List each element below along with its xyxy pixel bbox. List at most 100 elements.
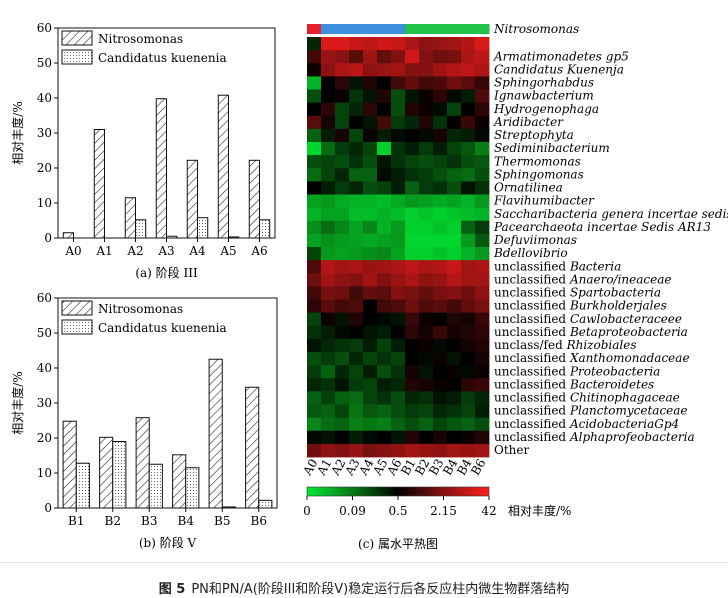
- heatmap-cell: [391, 76, 406, 90]
- heatmap-cell: [307, 404, 322, 419]
- heatmap-cell: [405, 352, 420, 366]
- heatmap-cell: [447, 312, 462, 327]
- row-label: unclassified Proteobacteria: [494, 364, 660, 378]
- heatmap-cell: [461, 220, 476, 235]
- heatmap-cell: [377, 378, 392, 392]
- heatmap-cell: [433, 207, 448, 222]
- heatmap-cell: [377, 168, 392, 182]
- heatmap-cell: [363, 325, 378, 340]
- color-scale-tick-label: 0.09: [339, 504, 366, 518]
- heatmap-cell: [335, 273, 350, 287]
- heatmap-cell: [447, 220, 462, 235]
- heatmap-cell: [377, 286, 392, 300]
- heatmap-cell: [335, 89, 350, 104]
- heatmap-cell: [377, 115, 392, 130]
- heatmap-cell: [447, 194, 462, 209]
- heatmap-cell: [321, 299, 336, 314]
- heatmap-cell: [433, 417, 448, 432]
- heatmap-cell: [391, 128, 406, 143]
- y-tick-label: 50: [37, 326, 52, 340]
- row-label-name: Spartobacteria: [570, 286, 661, 300]
- heatmap-cell: [391, 247, 406, 261]
- heatmap-cell: [363, 312, 378, 327]
- heatmap-cell: [391, 89, 406, 104]
- heatmap-cell: [363, 443, 378, 458]
- heatmap-cell: [475, 286, 490, 300]
- heatmap-cell: [433, 247, 448, 261]
- heatmap-cell: [419, 352, 434, 366]
- bar-nitrosomonas-b4: [172, 454, 187, 509]
- heatmap-cell: [461, 115, 476, 130]
- heatmap-cell: [461, 76, 476, 90]
- row-label-name: Sphingomonas: [494, 167, 584, 181]
- heatmap-cell: [349, 63, 364, 77]
- heatmap-cell: [405, 430, 420, 445]
- heatmap-cell: [335, 220, 350, 235]
- heatmap-cell: [349, 430, 364, 445]
- heatmap-cell: [321, 273, 336, 287]
- heatmap-cell: [391, 378, 406, 392]
- heatmap-cell: [335, 338, 350, 353]
- heatmap-cell: [349, 155, 364, 169]
- heatmap-cell: [335, 128, 350, 143]
- heatmap-cell: [363, 299, 378, 314]
- heatmap-cell: [307, 312, 322, 327]
- heatmap-cell: [363, 233, 378, 248]
- heatmap-cell: [447, 155, 462, 169]
- row-label-name: Pacearchaeota incertae Sedis AR13: [493, 220, 711, 234]
- row-label-name: Other: [494, 443, 529, 457]
- heatmap-cell: [377, 89, 392, 104]
- x-tick-label: B6: [251, 514, 267, 528]
- row-label: unclass/fed Rhizobiales: [494, 338, 637, 352]
- heatmap-cell: [447, 443, 462, 458]
- heatmap-cell: [461, 50, 476, 64]
- heatmap-cell: [433, 325, 448, 340]
- row-label-name: Alphaprofeobacteria: [569, 430, 695, 444]
- heatmap-cell: [307, 247, 322, 261]
- heatmap-cell: [307, 417, 322, 432]
- heatmap-cell: [461, 194, 476, 209]
- heatmap-cell: [321, 63, 336, 77]
- heatmap-cell: [377, 207, 392, 222]
- bar-nitrosomonas-b2: [99, 436, 114, 509]
- heatmap-cell: [405, 89, 420, 104]
- heatmap-cell: [461, 233, 476, 248]
- heatmap-cell: [377, 325, 392, 340]
- heatmap-cell: [377, 247, 392, 261]
- heatmap-cell: [461, 102, 476, 117]
- heatmap-cell: [475, 391, 490, 405]
- heatmap-cell: [433, 102, 448, 117]
- heatmap-cell: [307, 273, 322, 287]
- heatmap-cell: [335, 76, 350, 90]
- heatmap-cell: [419, 299, 434, 314]
- heatmap-cell: [335, 404, 350, 419]
- heatmap-cell: [405, 233, 420, 248]
- heatmap-cell: [419, 391, 434, 405]
- y-tick-label: 10: [37, 196, 52, 210]
- row-label-name: Sediminibacterium: [494, 141, 610, 155]
- heatmap-cell: [391, 404, 406, 419]
- heatmap-cell: [335, 50, 350, 64]
- row-label: Nitrosomonas: [493, 22, 579, 36]
- heatmap-cell: [363, 417, 378, 432]
- heatmap-cell: [363, 273, 378, 287]
- heatmap-cell: [475, 128, 490, 143]
- y-tick-label: 10: [37, 466, 52, 480]
- heatmap-cell: [363, 378, 378, 392]
- heatmap-cell: [321, 365, 336, 379]
- heatmap-cell: [433, 220, 448, 235]
- heatmap-cell: [307, 89, 322, 104]
- heatmap-cell: [405, 417, 420, 432]
- heatmap-cell: [475, 194, 490, 209]
- heatmap-cell: [307, 233, 322, 248]
- row-label-prefix: unclassified: [494, 417, 570, 431]
- heatmap-cell: [475, 142, 490, 156]
- heatmap-cell: [391, 37, 406, 51]
- heatmap-cell: [405, 37, 420, 51]
- heatmap-cell: [461, 299, 476, 314]
- heatmap-cell: [349, 76, 364, 90]
- row-label-name: Rhizobiales: [566, 338, 637, 352]
- heatmap-cell: [377, 142, 392, 156]
- heatmap-cell: [461, 417, 476, 432]
- row-label-prefix: unclassified: [494, 299, 570, 313]
